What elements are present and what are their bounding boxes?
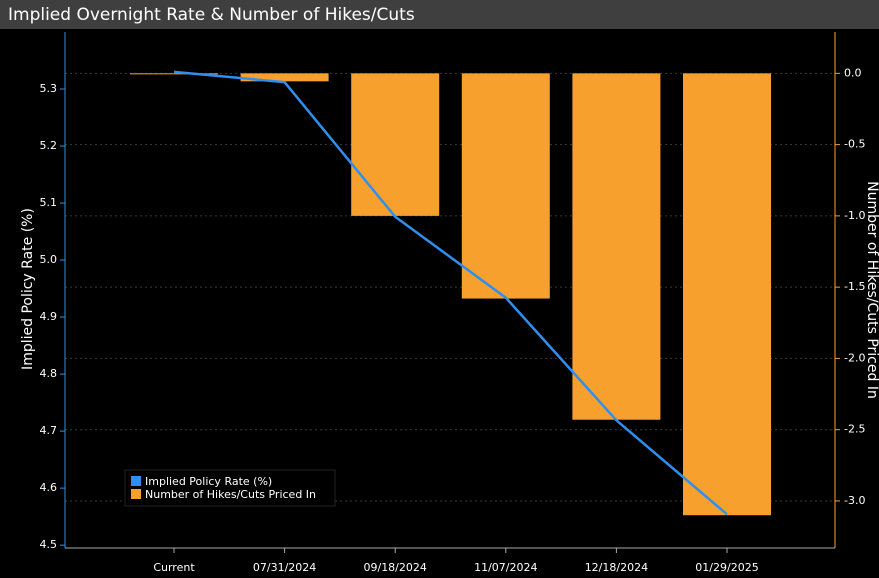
y-tick-label: 5.1: [40, 196, 58, 209]
x-tick-label: Current: [153, 561, 195, 574]
bar: [240, 73, 329, 82]
y-tick-label: 4.5: [40, 538, 58, 551]
title-bar: [0, 0, 879, 29]
y2-tick-label: -3.0: [844, 494, 865, 507]
y-tick-label: 4.8: [40, 367, 58, 380]
x-tick-label: 01/29/2025: [695, 561, 758, 574]
y-tick-label: 5.3: [40, 82, 58, 95]
y2-axis-label: Number of Hikes/Cuts Priced In: [864, 181, 879, 399]
legend-box: [124, 469, 336, 507]
legend-label: Implied Policy Rate (%): [145, 475, 272, 488]
chart-title: Implied Overnight Rate & Number of Hikes…: [8, 5, 415, 25]
bar: [683, 73, 771, 516]
y2-tick-label: 0.0: [844, 66, 862, 79]
bar: [461, 73, 550, 299]
y-axis-label: Implied Policy Rate (%): [20, 208, 36, 370]
bar: [572, 73, 661, 420]
legend-swatch: [131, 489, 141, 499]
x-tick-label: 07/31/2024: [253, 561, 316, 574]
y2-tick-label: -2.0: [844, 351, 865, 364]
x-tick-label: 12/18/2024: [585, 561, 648, 574]
legend-label: Number of Hikes/Cuts Priced In: [145, 488, 316, 501]
y2-tick-label: -0.5: [844, 138, 865, 151]
bar: [351, 73, 440, 216]
y-tick-label: 5.0: [40, 253, 58, 266]
bar: [130, 73, 218, 75]
legend-swatch: [131, 476, 141, 486]
y2-tick-label: -1.0: [844, 209, 865, 222]
y-tick-label: 4.6: [40, 481, 58, 494]
y2-tick-label: -1.5: [844, 280, 865, 293]
line: [173, 70, 728, 516]
y-tick-label: 4.7: [40, 424, 58, 437]
x-tick-label: 11/07/2024: [474, 561, 537, 574]
y-tick-label: 4.9: [40, 310, 58, 323]
x-tick-label: 09/18/2024: [363, 561, 426, 574]
y2-tick-label: -2.5: [844, 423, 865, 436]
y-tick-label: 5.2: [40, 139, 58, 152]
